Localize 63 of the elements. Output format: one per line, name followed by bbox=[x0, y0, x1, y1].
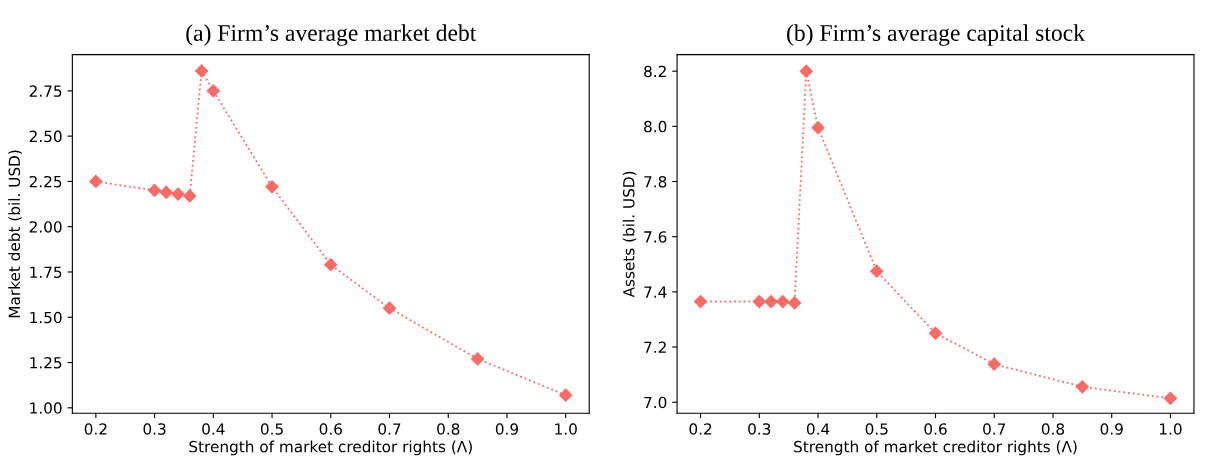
y-tick-label: 2.50 bbox=[29, 130, 62, 143]
x-tick-label: 0.2 bbox=[689, 423, 712, 435]
y-tick-label: 2.25 bbox=[29, 175, 62, 188]
point bbox=[159, 185, 173, 199]
x-tick-label: 0.4 bbox=[202, 423, 225, 435]
point bbox=[928, 326, 943, 340]
y-tick-label: 7.6 bbox=[644, 231, 667, 243]
x-tick-label: 0.2 bbox=[84, 423, 107, 435]
point bbox=[693, 294, 708, 309]
y-tick-label: 7.4 bbox=[644, 286, 667, 298]
point bbox=[89, 174, 103, 188]
point bbox=[1075, 380, 1089, 394]
point bbox=[987, 357, 1001, 371]
y-tick-label: 2.75 bbox=[29, 85, 62, 97]
x-tick-label: 0.6 bbox=[319, 423, 342, 435]
point bbox=[752, 294, 766, 309]
y-tick-label: 8.2 bbox=[644, 65, 666, 78]
y-tick-label: 7.2 bbox=[644, 341, 666, 353]
point bbox=[799, 64, 813, 78]
point bbox=[471, 352, 485, 366]
point bbox=[206, 84, 220, 98]
x-tick-label: 0.8 bbox=[1041, 423, 1065, 435]
point bbox=[147, 183, 162, 198]
x-tick-label: 0.3 bbox=[748, 423, 771, 435]
y-tick-label: 8.0 bbox=[644, 120, 667, 133]
y-tick-label: 7.8 bbox=[644, 175, 667, 188]
x-tick-label: 0.9 bbox=[1100, 423, 1123, 435]
x-axis-title: Strength of market creditor rights (Λ) bbox=[189, 440, 472, 456]
point bbox=[764, 294, 778, 309]
point bbox=[183, 189, 197, 203]
x-tick-label: 0.7 bbox=[983, 423, 1006, 435]
point bbox=[194, 64, 209, 78]
x-tick-label: 0.7 bbox=[378, 423, 401, 435]
chart-title: (b) Firm’s average capital stock bbox=[787, 24, 1085, 46]
chart-title: (a) Firm’s average market debt bbox=[186, 24, 477, 46]
point bbox=[559, 388, 573, 402]
point bbox=[787, 296, 802, 310]
x-tick-label: 0.3 bbox=[143, 423, 166, 435]
y-axis-title: Assets (bil. USD) bbox=[622, 171, 637, 298]
point bbox=[171, 187, 185, 201]
x-tick-label: 1.0 bbox=[555, 423, 577, 435]
point bbox=[1163, 391, 1178, 405]
y-axis-title: Market debt (bil. USD) bbox=[8, 150, 22, 318]
y-tick-label: 1.50 bbox=[30, 311, 62, 324]
x-tick-label: 1.0 bbox=[1159, 423, 1182, 435]
point bbox=[265, 180, 279, 194]
y-tick-label: 1.00 bbox=[30, 402, 62, 414]
point bbox=[870, 264, 884, 278]
y-tick-label: 2.00 bbox=[29, 221, 62, 233]
y-tick-label: 1.25 bbox=[30, 357, 62, 369]
y-tick-label: 1.75 bbox=[30, 266, 62, 278]
y-tick-label: 7.0 bbox=[644, 396, 667, 409]
x-tick-label: 0.4 bbox=[806, 423, 830, 435]
x-tick-label: 0.8 bbox=[437, 423, 460, 435]
point bbox=[811, 121, 825, 135]
x-axis-title: Strength of market creditor rights (Λ) bbox=[794, 440, 1077, 456]
point bbox=[324, 258, 338, 272]
x-tick-label: 0.5 bbox=[865, 423, 888, 435]
x-tick-label: 0.6 bbox=[924, 423, 947, 435]
point bbox=[776, 294, 790, 309]
x-tick-label: 0.5 bbox=[260, 423, 283, 435]
x-tick-label: 0.9 bbox=[495, 423, 519, 435]
point bbox=[382, 301, 397, 315]
